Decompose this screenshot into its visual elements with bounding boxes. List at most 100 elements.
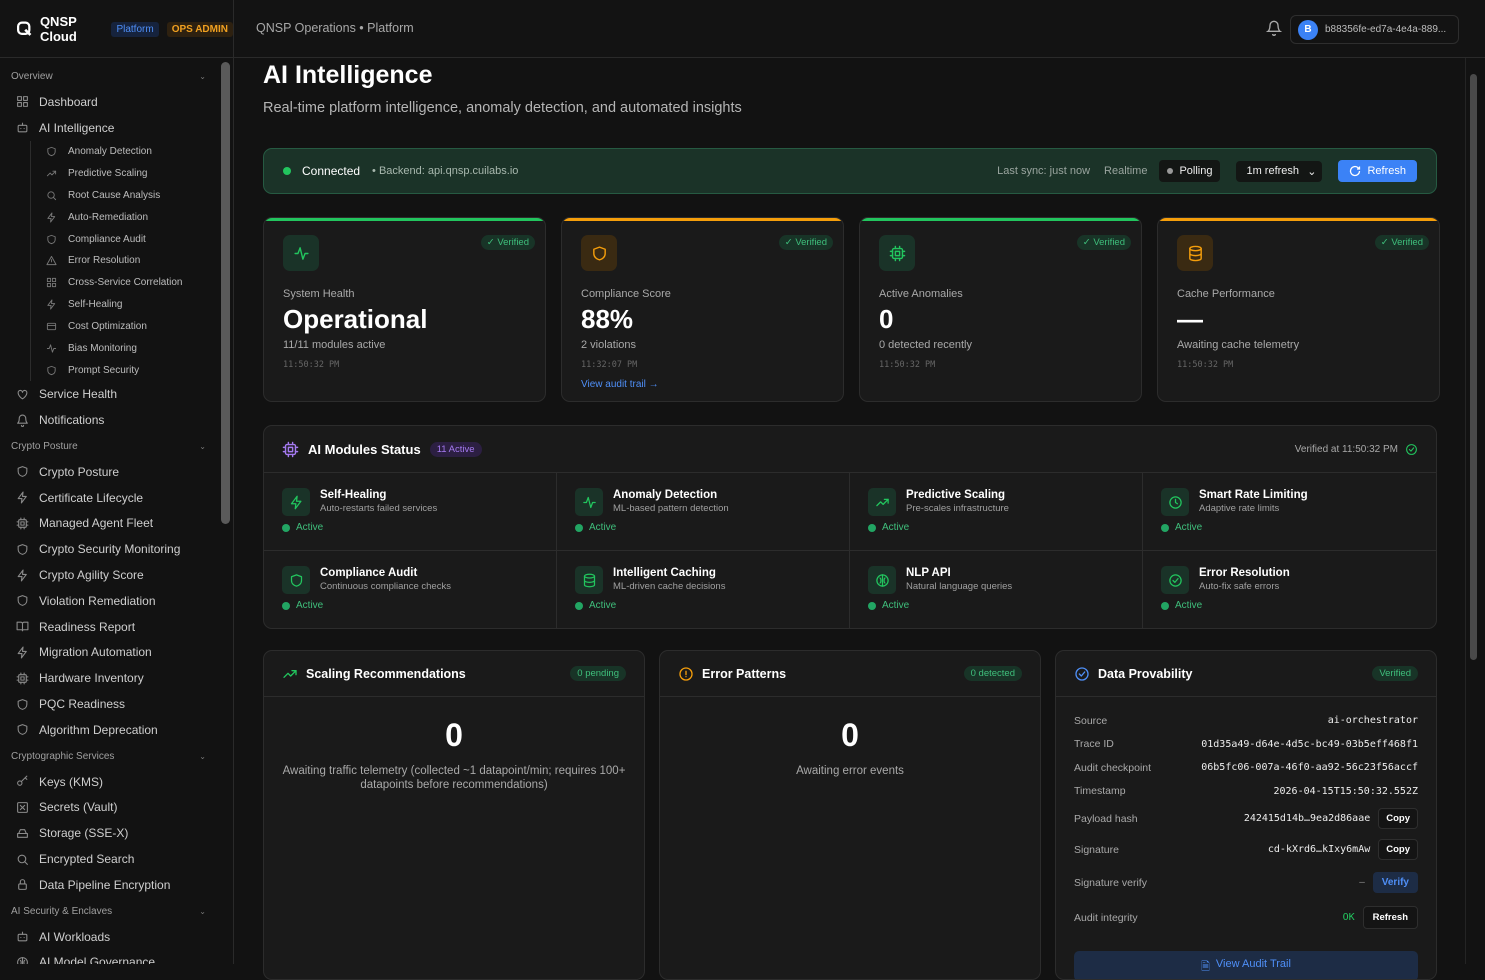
status-dot-icon [282, 523, 290, 532]
signature-row: Signature cd-kXrd6…kIxy6mAw Copy [1074, 834, 1418, 865]
sidebar-item-crypto-security-monitoring[interactable]: Crypto Security Monitoring [0, 536, 218, 562]
module-self-healing[interactable]: Self-Healing Auto-restarts failed servic… [264, 473, 557, 551]
refresh-button[interactable]: Refresh [1338, 160, 1417, 182]
sidebar-subitem-prompt-security[interactable]: Prompt Security [30, 359, 218, 382]
sidebar-item-pqc-readiness[interactable]: PQC Readiness [0, 691, 218, 717]
shield-icon [16, 594, 29, 607]
sidebar-subitem-bias-monitoring[interactable]: Bias Monitoring [30, 337, 218, 360]
sidebar-item-ai-intelligence[interactable]: AI Intelligence [0, 115, 218, 141]
view-audit-trail-link[interactable]: View audit trail → [581, 379, 659, 390]
module-error-resolution[interactable]: Error Resolution Auto-fix safe errors Ac… [1143, 551, 1436, 628]
view-audit-trail-button[interactable]: 🗎 View Audit Trail [1074, 951, 1418, 979]
status-dot-icon [868, 523, 876, 532]
module-description: ML-based pattern detection [613, 503, 729, 514]
sidebar-item-readiness-report[interactable]: Readiness Report [0, 614, 218, 640]
sidebar-section-overview[interactable]: Overview ⌄ [0, 68, 218, 85]
sidebar-subitem-root-cause-analysis[interactable]: Root Cause Analysis [30, 184, 218, 207]
module-nlp-api[interactable]: NLP API Natural language queries Active [850, 551, 1143, 628]
sidebar-subitem-compliance-audit[interactable]: Compliance Audit [30, 228, 218, 251]
card-value: Operational [283, 304, 428, 334]
notifications-bell-icon[interactable] [1266, 20, 1282, 36]
polling-toggle[interactable]: Polling [1159, 160, 1221, 182]
module-compliance-audit[interactable]: Compliance Audit Continuous compliance c… [264, 551, 557, 628]
user-menu-button[interactable]: B b88356fe-ed7a-4e4a-889... [1290, 15, 1459, 44]
stat-card-active-anomalies: ✓ Verified Active Anomalies 0 0 detected… [859, 217, 1142, 402]
module-smart-rate-limiting[interactable]: Smart Rate Limiting Adaptive rate limits… [1143, 473, 1436, 551]
card-icon [46, 321, 57, 332]
audit-checkpoint-row: Audit checkpoint 06b5fc06-007a-46f0-aa92-… [1074, 756, 1418, 780]
signature-verify-row: Signature verify – Verify [1074, 865, 1418, 900]
sidebar-item-dashboard[interactable]: Dashboard [0, 89, 218, 115]
scaling-title: Scaling Recommendations [306, 666, 466, 681]
connection-status-bar: Connected • Backend: api.qnsp.cuilabs.io… [263, 148, 1437, 194]
refresh-integrity-button[interactable]: Refresh [1362, 906, 1418, 929]
section-label: AI Security & Enclaves [11, 905, 113, 917]
status-label: Active [882, 522, 910, 533]
sidebar-item-data-pipeline-encryption[interactable]: Data Pipeline Encryption [0, 872, 218, 898]
db-icon [575, 566, 603, 594]
sidebar-subitem-cross-service-correlation[interactable]: Cross-Service Correlation [30, 271, 218, 294]
sidebar-item-hardware-inventory[interactable]: Hardware Inventory [0, 665, 218, 691]
sidebar-item-notifications[interactable]: Notifications [0, 407, 218, 433]
sidebar-scrollbar[interactable] [221, 62, 230, 524]
sidebar-subitem-error-resolution[interactable]: Error Resolution [30, 250, 218, 272]
sidebar-item-violation-remediation[interactable]: Violation Remediation [0, 588, 218, 614]
db-icon [1177, 235, 1213, 271]
sidebar-item-algorithm-deprecation[interactable]: Algorithm Deprecation [0, 717, 218, 743]
sidebar-item-ai-model-governance[interactable]: AI Model Governance [0, 950, 218, 964]
sidebar-item-keys-kms[interactable]: Keys (KMS) [0, 769, 218, 795]
sidebar-item-storage-sse-x[interactable]: Storage (SSE-X) [0, 820, 218, 846]
sidebar-section-cryptographic-services[interactable]: Cryptographic Services ⌄ [0, 748, 218, 765]
module-description: Natural language queries [906, 581, 1013, 592]
sidebar-item-ai-workloads[interactable]: AI Workloads [0, 924, 218, 950]
module-description: Continuous compliance checks [320, 581, 451, 592]
integrity-value: OK [1342, 912, 1355, 923]
checkc-icon [1161, 566, 1189, 594]
sidebar-section-ai-security-enclaves[interactable]: AI Security & Enclaves ⌄ [0, 903, 218, 920]
module-predictive-scaling[interactable]: Predictive Scaling Pre-scales infrastruc… [850, 473, 1143, 551]
sidebar-item-migration-automation[interactable]: Migration Automation [0, 640, 218, 666]
pending-badge: 0 pending [570, 666, 626, 681]
card-label: Active Anomalies [879, 288, 963, 300]
copy-payload-hash-button[interactable]: Copy [1378, 808, 1418, 829]
sidebar-subitem-predictive-scaling[interactable]: Predictive Scaling [30, 162, 218, 185]
sidebar-subitem-auto-remediation[interactable]: Auto-Remediation [30, 206, 218, 229]
verified-badge: ✓ Verified [778, 235, 833, 250]
main-scrollbar[interactable] [1470, 74, 1477, 660]
status-dot-icon [575, 601, 583, 610]
signature-verify-value: – [1359, 877, 1365, 888]
row-label: Audit checkpoint [1074, 761, 1152, 774]
row-label: Source [1074, 714, 1108, 727]
card-label: System Health [283, 288, 355, 300]
sidebar-item-label: Crypto Security Monitoring [39, 542, 181, 557]
accent-line [1158, 218, 1439, 221]
sidebar-item-label: AI Intelligence [39, 120, 115, 135]
copy-signature-button[interactable]: Copy [1378, 839, 1418, 860]
module-intelligent-caching[interactable]: Intelligent Caching ML-driven cache deci… [557, 551, 850, 628]
sidebar-item-managed-agent-fleet[interactable]: Managed Agent Fleet [0, 511, 218, 537]
shield-icon [46, 365, 57, 376]
sidebar-item-service-health[interactable]: Service Health [0, 381, 218, 407]
audit-integrity-row: Audit integrity OK Refresh [1074, 900, 1418, 935]
status-dot-icon [868, 601, 876, 610]
sidebar-item-encrypted-search[interactable]: Encrypted Search [0, 846, 218, 872]
sidebar-subitem-self-healing[interactable]: Self-Healing [30, 293, 218, 316]
refresh-interval-select[interactable]: 1m refresh ⌄ [1236, 160, 1323, 182]
row-label: Signature verify [1074, 876, 1147, 889]
brand: QNSP Cloud Platform OPS ADMIN [0, 0, 234, 58]
module-name: NLP API [906, 567, 951, 579]
card-timestamp: 11:50:32 PM [879, 360, 936, 370]
trace-id-value: 01d35a49-d64e-4d5c-bc49-03b5eff468f1 [1201, 738, 1418, 750]
alert-icon [46, 255, 57, 266]
sidebar-subitem-cost-optimization[interactable]: Cost Optimization [30, 315, 218, 338]
refresh-icon [1350, 165, 1361, 177]
sidebar-item-certificate-lifecycle[interactable]: Certificate Lifecycle [0, 485, 218, 511]
sidebar-item-crypto-posture[interactable]: Crypto Posture [0, 459, 218, 485]
sidebar-item-crypto-agility-score[interactable]: Crypto Agility Score [0, 562, 218, 588]
sidebar-item-secrets-vault[interactable]: Secrets (Vault) [0, 795, 218, 821]
module-anomaly-detection[interactable]: Anomaly Detection ML-based pattern detec… [557, 473, 850, 551]
verify-button[interactable]: Verify [1372, 872, 1418, 893]
sidebar-subitem-anomaly-detection[interactable]: Anomaly Detection [30, 140, 218, 163]
trend-icon [46, 168, 57, 179]
sidebar-section-crypto-posture[interactable]: Crypto Posture ⌄ [0, 438, 218, 455]
